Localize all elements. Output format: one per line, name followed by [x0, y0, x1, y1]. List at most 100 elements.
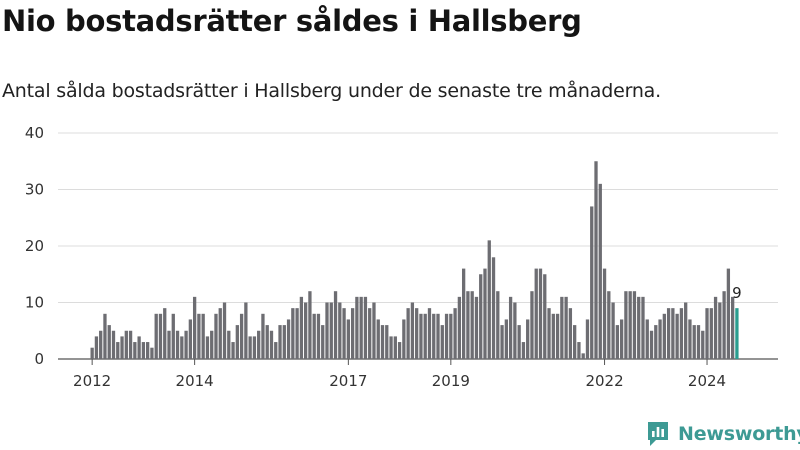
bar [274, 342, 278, 359]
bar [235, 325, 239, 359]
bar [363, 296, 368, 359]
bar [624, 291, 628, 359]
bar [192, 296, 197, 359]
bar [197, 313, 201, 359]
bar [180, 336, 184, 359]
bar [124, 330, 128, 359]
bar [308, 291, 312, 359]
bar [675, 313, 679, 359]
bar [538, 268, 543, 359]
bar [269, 330, 274, 359]
bar-value-label: 9 [732, 284, 742, 302]
x-tick-label-2014: 2014 [176, 372, 214, 390]
bar [257, 330, 261, 359]
y-tick-label-20: 20 [25, 237, 44, 255]
x-tick-label-2012: 2012 [73, 372, 111, 390]
bar [385, 325, 389, 359]
bar [128, 330, 133, 359]
bar [120, 336, 124, 359]
y-tick-label-10: 10 [25, 294, 44, 312]
bar [286, 319, 291, 359]
bar [496, 291, 500, 359]
bar [615, 325, 620, 359]
bar [346, 319, 350, 359]
bar [568, 308, 573, 359]
bar [393, 336, 397, 359]
y-tick-label-0: 0 [34, 350, 44, 368]
bar [718, 302, 722, 359]
bar [167, 330, 171, 359]
x-tick-label-2024: 2024 [688, 372, 726, 390]
bar [474, 296, 479, 359]
bar [705, 308, 709, 359]
bar [461, 268, 466, 359]
bar [513, 302, 517, 359]
bar [662, 313, 666, 359]
bar [415, 308, 419, 359]
bar [163, 308, 167, 359]
bar [649, 330, 654, 359]
bar-highlight [735, 308, 739, 359]
bar [453, 308, 457, 359]
bar [261, 313, 265, 359]
bar [504, 319, 508, 359]
bar [397, 342, 402, 359]
bar [645, 319, 649, 359]
bar [111, 330, 116, 359]
newsworthy-logo-icon [648, 422, 668, 446]
bar [116, 342, 120, 359]
bar [248, 336, 252, 359]
bar [543, 274, 547, 359]
bar [521, 342, 526, 359]
bar [214, 313, 218, 359]
bar [312, 313, 316, 359]
bar [654, 325, 658, 359]
bar [658, 319, 662, 359]
bar [598, 183, 602, 359]
bar [291, 308, 295, 359]
bar [205, 336, 210, 359]
bar [201, 313, 205, 359]
bar [508, 296, 513, 359]
newsworthy-logo: Newsworthy [646, 420, 800, 448]
bar [534, 268, 538, 359]
bar [252, 336, 257, 359]
bar [457, 296, 462, 359]
bar [171, 313, 175, 359]
bar [359, 296, 363, 359]
bar [423, 313, 427, 359]
bar [731, 296, 735, 359]
bar [210, 330, 214, 359]
bar [487, 240, 491, 359]
bar [427, 308, 432, 359]
bar [133, 342, 137, 359]
bar [282, 325, 286, 359]
bar [500, 325, 504, 359]
bar [590, 206, 594, 359]
y-axis: 0 10 20 30 40 [25, 124, 44, 368]
bar [628, 291, 632, 359]
bar [265, 325, 269, 359]
bar [555, 313, 560, 359]
bar [564, 296, 568, 359]
bar [666, 308, 671, 359]
bars: 9 [90, 161, 742, 359]
bar [449, 313, 453, 359]
bar [466, 291, 470, 359]
bar [342, 308, 346, 359]
bar [338, 302, 342, 359]
bar [517, 325, 521, 359]
bar [585, 319, 590, 359]
bar [526, 319, 530, 359]
bar [688, 319, 692, 359]
bar [321, 325, 325, 359]
bar [329, 302, 333, 359]
bar [103, 313, 107, 359]
bar [239, 313, 244, 359]
bar [94, 336, 99, 359]
bar [726, 268, 731, 359]
bar [316, 313, 321, 359]
bar [184, 330, 188, 359]
bar [333, 291, 338, 359]
bar [573, 325, 577, 359]
